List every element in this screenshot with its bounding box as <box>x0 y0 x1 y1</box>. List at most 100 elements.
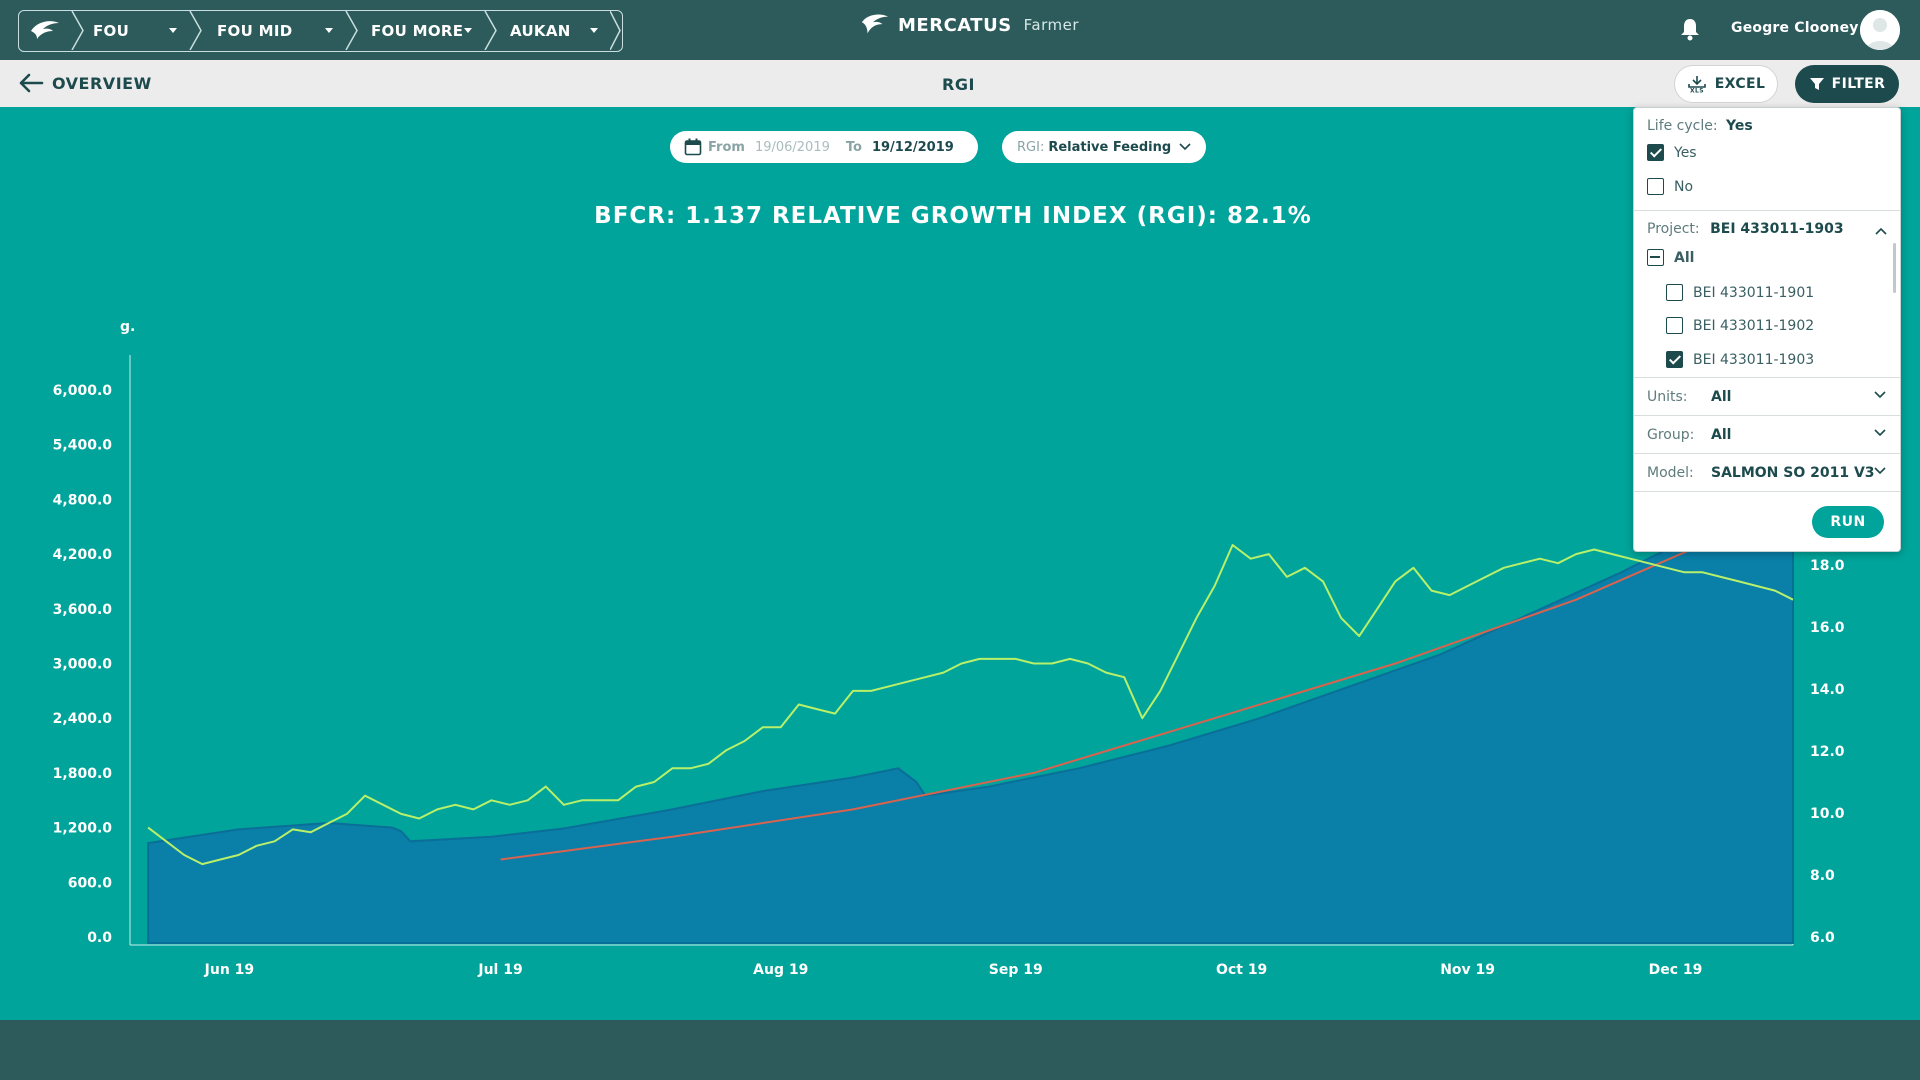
y-tick-label: 1,200.0 <box>53 821 113 837</box>
y-tick-label: 5,400.0 <box>53 438 113 454</box>
y2-tick-label: 8.0 <box>1810 868 1835 884</box>
checkbox[interactable] <box>1666 284 1683 301</box>
chevron-down-icon <box>1874 391 1886 399</box>
date-range-picker[interactable]: From 19/06/2019 To 19/12/2019 <box>670 131 978 163</box>
option-label: BEI 433011-1903 <box>1693 351 1815 368</box>
x-tick-label: Dec 19 <box>1649 962 1703 978</box>
arrow-left-icon <box>19 73 44 93</box>
breadcrumb-item-aukan[interactable]: AUKAN <box>498 11 610 50</box>
project-value: BEI 433011-1903 <box>1710 221 1844 237</box>
units-select[interactable]: Units: All <box>1634 378 1900 416</box>
home-crumb[interactable] <box>19 11 71 50</box>
rgi-value: Relative Feeding <box>1048 139 1172 155</box>
brand-name: MERCATUS <box>898 14 1012 36</box>
y-tick-label: 6,000.0 <box>53 383 113 399</box>
scrollbar[interactable] <box>1893 243 1896 293</box>
checkbox[interactable] <box>1647 144 1664 161</box>
y-tick-label: 1,800.0 <box>53 766 113 782</box>
project-option-all[interactable]: All <box>1647 249 1694 266</box>
user-avatar-icon <box>1860 10 1900 50</box>
units-value: All <box>1711 388 1732 405</box>
to-date-field[interactable]: 19/12/2019 <box>871 139 954 155</box>
checkbox[interactable] <box>1647 178 1664 195</box>
project-option[interactable]: BEI 433011-1901 <box>1666 284 1814 301</box>
y2-tick-label: 10.0 <box>1810 806 1845 822</box>
y-axis-label: g. <box>120 319 135 335</box>
filter-icon <box>1809 78 1824 90</box>
rgi-select[interactable]: RGI: Relative Feeding <box>1002 131 1206 163</box>
top-bar: FOU FOU MID FOU MORE AUKAN <box>0 0 1920 60</box>
breadcrumb-item-label: FOU <box>93 21 130 40</box>
model-line-series <box>500 525 1794 861</box>
filter-button[interactable]: FILTER <box>1795 65 1899 103</box>
checkbox[interactable] <box>1647 249 1664 266</box>
from-label: From <box>708 139 745 155</box>
project-option[interactable]: BEI 433011-1902 <box>1666 317 1814 334</box>
page-title: RGI <box>942 75 975 94</box>
avatar[interactable] <box>1860 10 1900 50</box>
fish-logo-icon <box>31 20 59 39</box>
brand-subtitle: Farmer <box>1023 16 1080 34</box>
checkbox[interactable] <box>1666 351 1683 368</box>
run-button[interactable]: RUN <box>1812 506 1884 538</box>
y2-tick-label: 16.0 <box>1810 620 1845 636</box>
life-cycle-label: Life cycle: <box>1647 118 1718 134</box>
bell-icon[interactable] <box>1679 17 1701 45</box>
breadcrumb-item-label: AUKAN <box>510 21 571 40</box>
y-tick-label: 3,000.0 <box>53 657 113 673</box>
main-area: From 19/06/2019 To 19/12/2019 RGI: Relat… <box>0 107 1920 1020</box>
excel-label: EXCEL <box>1714 76 1766 92</box>
back-label: OVERVIEW <box>52 73 152 93</box>
y-tick-label: 600.0 <box>68 875 113 891</box>
y2-tick-label: 18.0 <box>1810 558 1845 574</box>
model-value: SALMON SO 2011 V3 <box>1711 464 1875 481</box>
life-cycle-option-yes[interactable]: Yes <box>1647 144 1697 161</box>
filter-label: FILTER <box>1831 76 1886 92</box>
brand: MERCATUS Farmer <box>860 12 1079 38</box>
breadcrumb-item-fou[interactable]: FOU <box>85 11 189 50</box>
growth-area-series <box>147 525 1794 944</box>
model-label: Model: <box>1647 464 1694 481</box>
project-option[interactable]: BEI 433011-1903 <box>1666 351 1814 368</box>
breadcrumb-item-fou-mid[interactable]: FOU MID <box>203 11 345 50</box>
crumb-divider <box>71 11 85 50</box>
back-button[interactable]: OVERVIEW <box>18 72 152 94</box>
y2-tick-label: 12.0 <box>1810 744 1845 760</box>
from-date-field[interactable]: 19/06/2019 <box>754 139 830 155</box>
x-tick-label: Sep 19 <box>989 962 1043 978</box>
x-tick-label: Oct 19 <box>1216 962 1267 978</box>
excel-button[interactable]: XLS EXCEL <box>1674 65 1778 103</box>
chevron-down-icon <box>464 28 472 33</box>
chart-headline: BFCR: 1.137 RELATIVE GROWTH INDEX (RGI):… <box>594 203 1312 229</box>
model-select[interactable]: Model: SALMON SO 2011 V3 <box>1634 454 1900 492</box>
x-tick-label: Jul 19 <box>477 962 522 978</box>
x-tick-label: Nov 19 <box>1440 962 1495 978</box>
group-select[interactable]: Group: All <box>1634 416 1900 454</box>
fish-logo-icon <box>861 14 889 34</box>
option-label: All <box>1674 249 1695 266</box>
sub-header: OVERVIEW RGI XLS EXCEL FILTER <box>0 60 1920 107</box>
group-value: All <box>1711 426 1732 443</box>
life-cycle-option-no[interactable]: No <box>1647 178 1693 195</box>
breadcrumb-item-fou-more[interactable]: FOU MORE <box>359 11 484 50</box>
y-tick-label: 4,200.0 <box>53 547 113 563</box>
breadcrumb-item-label: FOU MID <box>217 21 293 40</box>
group-label: Group: <box>1647 426 1695 443</box>
breadcrumb-item-label: FOU MORE <box>371 21 464 40</box>
project-label: Project: <box>1647 221 1700 237</box>
rgi-label: RGI: <box>1017 139 1045 155</box>
option-label: Yes <box>1674 144 1697 161</box>
chevron-down-icon <box>590 28 598 33</box>
option-label: BEI 433011-1902 <box>1693 317 1815 334</box>
to-label: To <box>845 139 862 155</box>
chevron-up-icon[interactable] <box>1875 227 1887 235</box>
user-name[interactable]: Gеogre Clooney <box>1731 20 1859 36</box>
crumb-end <box>610 11 622 50</box>
excel-icon: XLS <box>1687 76 1706 93</box>
x-tick-label: Jun 19 <box>204 962 255 978</box>
checkbox[interactable] <box>1666 317 1683 334</box>
footer-bar <box>0 1020 1920 1080</box>
chevron-down-icon <box>169 28 177 33</box>
y-tick-label: 0.0 <box>87 930 112 946</box>
breadcrumb: FOU FOU MID FOU MORE AUKAN <box>18 10 623 52</box>
